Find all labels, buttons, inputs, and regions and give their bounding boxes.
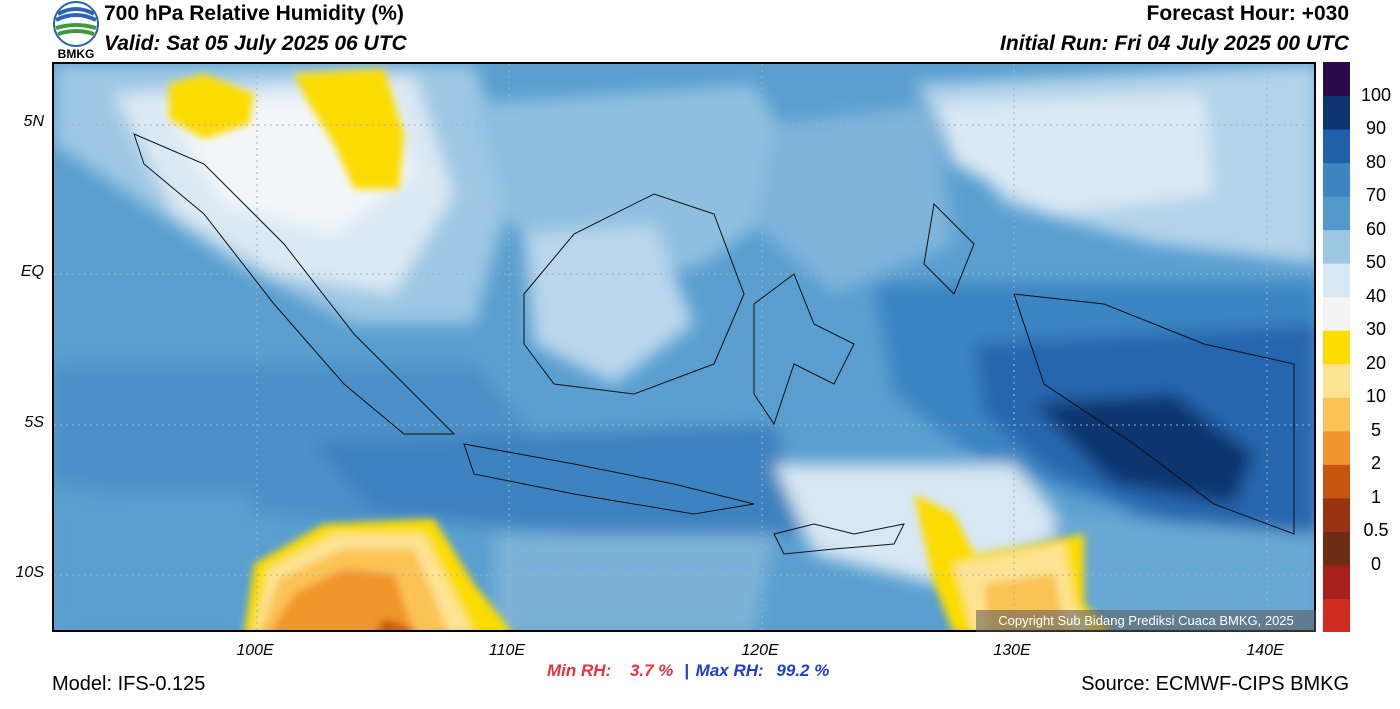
min-rh-label: Min RH: xyxy=(547,661,612,680)
humidity-map xyxy=(52,62,1316,632)
colorbar-segment xyxy=(1323,363,1350,398)
stats-separator: | xyxy=(684,661,689,680)
colorbar xyxy=(1323,62,1350,633)
copyright-notice: Copyright Sub Bidang Prediksi Cuaca BMKG… xyxy=(976,610,1316,632)
colorbar-label: 1 xyxy=(1370,486,1381,507)
colorbar-segment xyxy=(1323,229,1350,264)
lat-label-5s: 5S xyxy=(24,414,44,431)
max-rh-value: 99.2 % xyxy=(776,661,830,680)
source-label: Source: ECMWF-CIPS BMKG xyxy=(1081,673,1349,695)
colorbar-label: 70 xyxy=(1365,185,1387,206)
colorbar-segment xyxy=(1323,430,1350,465)
lon-label-110e: 110E xyxy=(488,642,526,659)
colorbar-segment xyxy=(1323,598,1350,633)
bmkg-logo-icon: BMKG xyxy=(52,0,100,62)
lon-label-120e: 120E xyxy=(741,642,779,659)
colorbar-label: 0 xyxy=(1370,553,1381,574)
model-label: Model: IFS-0.125 xyxy=(52,673,206,695)
initial-run: Initial Run: Fri 04 July 2025 00 UTC xyxy=(1000,32,1349,55)
colorbar-segment xyxy=(1323,296,1350,331)
svg-text:BMKG: BMKG xyxy=(58,47,95,61)
max-rh-label: Max RH: xyxy=(695,661,764,680)
colorbar-segment xyxy=(1323,95,1350,130)
map-title: 700 hPa Relative Humidity (%) xyxy=(104,2,404,25)
min-rh-value: 3.7 % xyxy=(629,661,674,680)
colorbar-segment xyxy=(1323,129,1350,164)
colorbar-segment xyxy=(1323,162,1350,197)
colorbar-label: 20 xyxy=(1365,352,1387,373)
colorbar-label: 2 xyxy=(1370,453,1381,474)
colorbar-segment xyxy=(1323,196,1350,231)
colorbar-label: 0.5 xyxy=(1363,520,1389,541)
colorbar-label: 60 xyxy=(1365,218,1387,239)
lon-label-130e: 130E xyxy=(993,642,1031,659)
colorbar-label: 10 xyxy=(1365,386,1387,407)
lat-label-10s: 10S xyxy=(15,564,44,581)
colorbar-segment xyxy=(1323,564,1350,599)
valid-time: Valid: Sat 05 July 2025 06 UTC xyxy=(104,32,407,55)
colorbar-label: 80 xyxy=(1365,151,1387,172)
lon-label-140e: 140E xyxy=(1246,642,1284,659)
colorbar-segment xyxy=(1323,464,1350,499)
colorbar-label: 50 xyxy=(1365,252,1387,273)
colorbar-label: 40 xyxy=(1365,285,1387,306)
forecast-hour: Forecast Hour: +030 xyxy=(1146,2,1350,25)
lon-label-100e: 100E xyxy=(236,642,274,659)
lat-label-eq: EQ xyxy=(20,263,44,280)
colorbar-segment xyxy=(1323,263,1350,298)
colorbar-segment xyxy=(1323,497,1350,532)
colorbar-segment xyxy=(1323,397,1350,432)
colorbar-segment xyxy=(1323,330,1350,365)
colorbar-label: 90 xyxy=(1365,118,1387,139)
colorbar-segment xyxy=(1323,531,1350,566)
colorbar-label: 30 xyxy=(1365,319,1387,340)
colorbar-label: 5 xyxy=(1370,419,1381,440)
min-rh: Min RH: 3.7 % | Max RH: 99.2 % xyxy=(547,661,829,681)
colorbar-segment xyxy=(1323,62,1350,97)
colorbar-label: 100 xyxy=(1360,84,1392,105)
lat-label-5n: 5N xyxy=(23,113,44,130)
